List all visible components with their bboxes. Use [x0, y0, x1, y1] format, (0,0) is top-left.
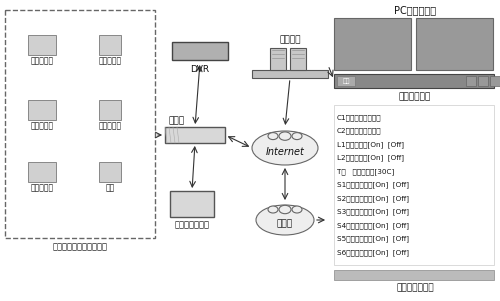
Text: C2：客厅球形摄像机: C2：客厅球形摄像机 [337, 128, 382, 134]
Bar [478, 76, 488, 86]
Ellipse shape [268, 133, 278, 140]
Bar [99, 162, 121, 182]
Text: S6：煤气传感器[On]  [Off]: S6：煤气传感器[On] [Off] [337, 249, 409, 256]
Text: 开始: 开始 [342, 78, 350, 84]
Text: 移动网: 移动网 [277, 219, 293, 228]
Bar [170, 191, 214, 217]
Bar [28, 35, 56, 55]
Text: 综合家居管理: 综合家居管理 [399, 92, 431, 101]
Ellipse shape [292, 133, 302, 140]
Text: 红外传感器: 红外传感器 [30, 184, 54, 193]
Text: 门磁传感器: 门磁传感器 [98, 57, 122, 66]
Bar [334, 18, 411, 70]
Bar [337, 76, 355, 86]
Text: L2：客厅吊灯[On]  [Off]: L2：客厅吊灯[On] [Off] [337, 154, 404, 161]
Ellipse shape [279, 205, 291, 214]
Bar [334, 105, 494, 265]
Text: C1：门外枪形摄像机: C1：门外枪形摄像机 [337, 114, 382, 121]
Ellipse shape [256, 205, 314, 235]
Bar [334, 74, 494, 88]
Ellipse shape [292, 206, 302, 213]
Bar [172, 42, 228, 60]
Bar [490, 76, 500, 86]
Text: 摄像机、家电与传感器组: 摄像机、家电与传感器组 [52, 243, 108, 252]
Bar [99, 100, 121, 120]
Text: Internet: Internet [266, 147, 304, 157]
Bar [334, 270, 494, 280]
Text: DVR: DVR [190, 66, 210, 75]
Text: S2：门磁传感器[On]  [Off]: S2：门磁传感器[On] [Off] [337, 195, 409, 202]
Text: 家电远程控制器: 家电远程控制器 [174, 221, 210, 229]
Text: T：   温度传感器[30C]: T： 温度传感器[30C] [337, 168, 394, 175]
Text: 中心平台: 中心平台 [279, 36, 301, 45]
Bar [466, 76, 476, 86]
Bar [5, 10, 155, 238]
Bar [99, 35, 121, 55]
Bar [416, 18, 493, 70]
Text: 交换机: 交换机 [169, 116, 185, 126]
Text: S1：红外传感器[On]  [Off]: S1：红外传感器[On] [Off] [337, 182, 409, 188]
Text: L1：厨房吊灯[On]  [Off]: L1：厨房吊灯[On] [Off] [337, 141, 404, 148]
Text: 灯具: 灯具 [106, 184, 114, 193]
Bar [290, 48, 306, 70]
Ellipse shape [279, 132, 291, 140]
Text: 枪形摄像机: 枪形摄像机 [30, 122, 54, 131]
Bar [165, 127, 225, 143]
Bar [270, 48, 286, 70]
Bar [28, 100, 56, 120]
Ellipse shape [268, 206, 278, 213]
Text: 窗磁传感器: 窗磁传感器 [98, 122, 122, 131]
Text: S3：窗磁传感器[On]  [Off]: S3：窗磁传感器[On] [Off] [337, 209, 409, 215]
Ellipse shape [252, 131, 318, 165]
Text: 手机查看与控制: 手机查看与控制 [396, 284, 434, 293]
Text: PC查看与控制: PC查看与控制 [394, 5, 436, 15]
Text: 球形摄像机: 球形摄像机 [30, 57, 54, 66]
Bar [252, 70, 328, 78]
Text: S5：烟雾传感器[On]  [Off]: S5：烟雾传感器[On] [Off] [337, 235, 409, 242]
Bar [28, 162, 56, 182]
Text: S4：火焰传感器[On]  [Off]: S4：火焰传感器[On] [Off] [337, 222, 409, 229]
